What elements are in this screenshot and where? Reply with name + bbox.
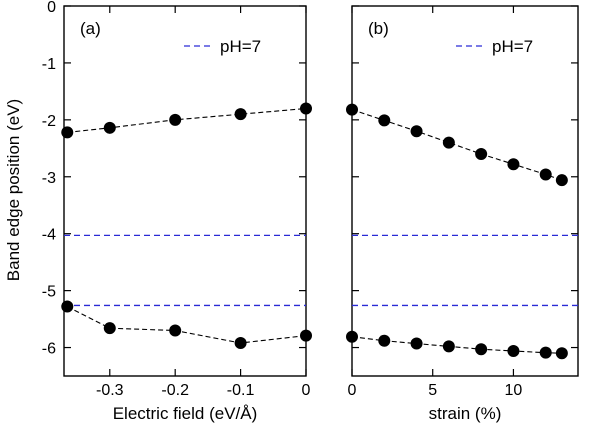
x-tick-label: -0.2: [161, 382, 189, 399]
data-point: [539, 346, 552, 359]
data-point: [234, 336, 247, 349]
data-point: [507, 344, 520, 357]
legend-label: pH=7: [492, 37, 533, 56]
x-axis-title: strain (%): [429, 404, 502, 423]
data-point: [410, 337, 423, 350]
y-tick-label: -3: [42, 170, 56, 187]
y-tick-label: -6: [42, 341, 56, 358]
x-tick-label: -0.1: [227, 382, 255, 399]
plot-frame-0: [63, 5, 307, 377]
data-point: [378, 114, 391, 127]
data-point: [442, 136, 455, 149]
series-line-1: [351, 336, 562, 354]
data-point: [475, 343, 488, 356]
x-tick-label: 5: [428, 382, 437, 399]
data-point: [410, 125, 423, 138]
x-axis-title: Electric field (eV/Å): [113, 404, 258, 423]
series-line-0: [67, 107, 307, 133]
y-tick-label: -4: [42, 227, 56, 244]
data-point: [61, 126, 74, 139]
data-point: [169, 113, 182, 126]
x-tick-label: 0: [348, 382, 357, 399]
data-point: [346, 103, 358, 116]
y-tick-label: 0: [47, 0, 56, 16]
data-point: [300, 329, 312, 342]
plot-frame-1: [351, 5, 579, 377]
data-point: [346, 330, 358, 343]
data-point: [378, 334, 391, 347]
panel-label: (a): [80, 19, 101, 38]
data-point: [300, 102, 312, 115]
data-point: [169, 324, 182, 337]
data-point: [555, 347, 568, 360]
data-point: [61, 300, 74, 313]
data-point: [555, 174, 568, 187]
legend-label: pH=7: [220, 37, 261, 56]
data-point: [442, 340, 455, 353]
data-point: [507, 158, 520, 171]
data-point: [103, 121, 116, 134]
y-tick-label: -5: [42, 284, 56, 301]
y-tick-label: -1: [42, 56, 56, 73]
series-line-1: [67, 306, 307, 344]
x-tick-label: 0: [302, 382, 311, 399]
x-tick-label: 10: [505, 382, 523, 399]
y-axis-title: Band edge position (eV): [4, 99, 23, 281]
panel-label: (b): [368, 19, 389, 38]
x-tick-label: -0.3: [96, 382, 124, 399]
data-point: [539, 168, 552, 181]
y-tick-label: -2: [42, 113, 56, 130]
data-point: [475, 148, 488, 160]
data-point: [234, 108, 247, 121]
data-point: [103, 322, 116, 335]
